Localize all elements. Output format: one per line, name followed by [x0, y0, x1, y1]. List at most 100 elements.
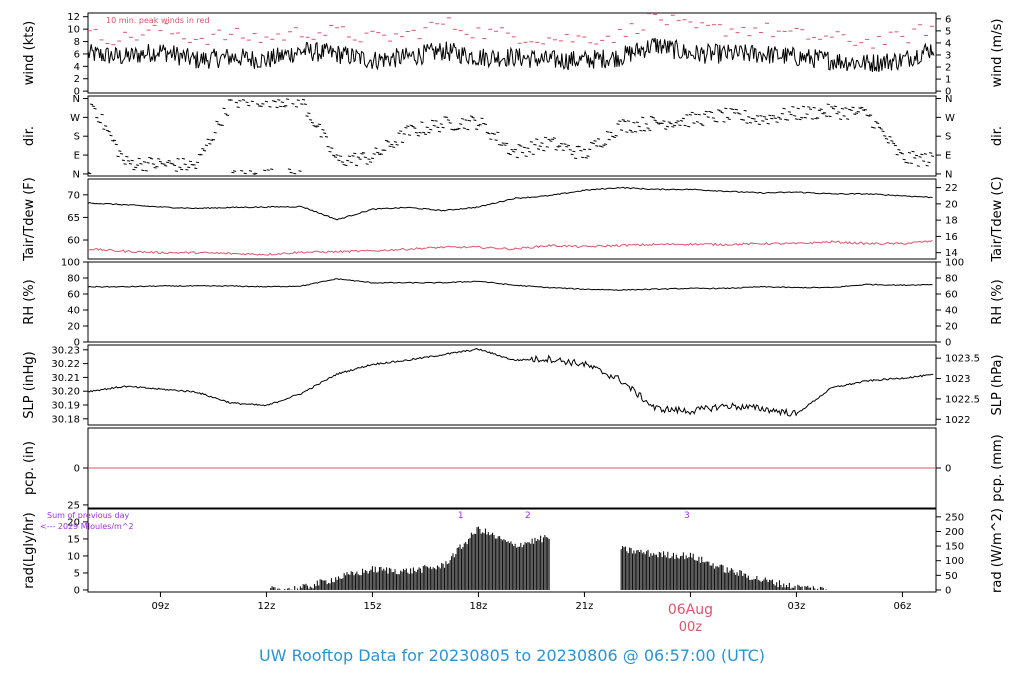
wind-dir-mark: [476, 124, 481, 127]
left-tick-label-wind: 12: [67, 12, 80, 23]
wind-dir-mark: [277, 99, 281, 101]
wind-dir-mark: [309, 119, 313, 121]
left-tick-label-slp: 30.21: [51, 373, 80, 384]
wind-dir-mark: [155, 165, 159, 168]
data-rad: [270, 526, 827, 590]
wind-dir-mark: [648, 129, 652, 132]
wind-dir-mark: [270, 168, 274, 170]
wind-dir-mark: [687, 125, 691, 128]
wind-dir-mark: [109, 134, 113, 137]
wind-dir-mark: [305, 115, 309, 117]
wind-dir-mark: [374, 147, 378, 149]
wind-dir-mark: [213, 131, 217, 134]
wind-dir-mark: [367, 158, 371, 160]
wind-dir-mark: [300, 103, 304, 105]
right-tick-label-rad: 250: [945, 512, 964, 523]
wind-dir-mark: [183, 163, 187, 166]
wind-dir-mark: [362, 152, 366, 154]
wind-dir-mark: [793, 115, 797, 117]
wind-dir-mark: [755, 115, 760, 117]
wind-dir-mark: [445, 116, 449, 118]
wind-dir-mark: [515, 156, 519, 159]
right-tick-label-dir: E: [945, 151, 951, 162]
wind-dir-mark: [441, 126, 445, 129]
wind-dir-mark: [430, 119, 435, 122]
wind-dir-mark: [794, 118, 799, 120]
wind-dir-mark: [771, 114, 776, 117]
left-tick-label-rh: 80: [67, 274, 80, 285]
right-tick-label-wind: 6: [945, 14, 951, 25]
wind-dir-mark: [519, 145, 523, 147]
wind-dir-mark: [475, 128, 479, 130]
wind-dir-mark: [107, 130, 111, 133]
wind-dir-mark: [512, 150, 516, 153]
wind-dir-mark: [400, 141, 405, 144]
wind-dir-mark: [897, 148, 901, 151]
wind-dir-mark: [759, 115, 763, 117]
right-tick-label-rad: 200: [945, 527, 964, 538]
wind-dir-mark: [407, 134, 412, 136]
wind-dir-mark: [234, 101, 238, 104]
wind-dir-mark: [386, 141, 390, 143]
wind-dir-mark: [294, 106, 299, 108]
x-axis-tick-label: 21z: [575, 601, 593, 612]
wind-dir-mark: [517, 143, 521, 146]
panel-frame-rad: [87, 508, 937, 593]
left-axis-label-slp: SLP (inHg): [22, 351, 37, 419]
wind-dir-mark: [812, 106, 816, 109]
wind-dir-mark: [195, 161, 200, 164]
wind-dir-mark: [429, 128, 433, 131]
wind-dir-mark: [702, 113, 707, 116]
wind-dir-mark: [392, 146, 396, 148]
wind-dir-mark: [181, 157, 185, 160]
wind-dir-mark: [377, 153, 382, 156]
left-tick-label-slp: 30.19: [51, 401, 80, 412]
wind-dir-mark: [877, 126, 882, 129]
wind-dir-mark: [153, 166, 157, 169]
wind-dir-mark: [114, 143, 118, 146]
wind-dir-mark: [623, 120, 627, 123]
wind-dir-mark: [770, 117, 774, 120]
wind-dir-mark: [372, 153, 376, 155]
right-tick-label-rad: 50: [945, 571, 958, 582]
wind-dir-mark: [278, 105, 283, 108]
wind-dir-mark: [913, 157, 917, 159]
wind-dir-mark: [128, 163, 132, 165]
wind-dir-mark: [743, 109, 747, 112]
wind-dir-mark: [146, 162, 150, 164]
wind-dir-mark: [842, 115, 846, 117]
wind-dir-mark: [554, 148, 558, 151]
wind-dir-mark: [766, 122, 770, 125]
wind-dir-mark: [460, 118, 465, 120]
wind-dir-mark: [851, 106, 855, 109]
right-tick-label-rad: 0: [945, 585, 951, 596]
wind-dir-mark: [141, 169, 145, 172]
wind-dir-mark: [323, 132, 327, 134]
wind-dir-mark: [778, 118, 783, 120]
wind-dir-mark: [607, 138, 611, 141]
x-axis-date-label: 06Aug: [668, 602, 713, 618]
wind-dir-mark: [671, 126, 675, 128]
wind-dir-mark: [259, 105, 263, 107]
wind-dir-mark: [210, 139, 214, 141]
wind-dir-mark: [480, 117, 484, 120]
right-tick-label-dir: W: [945, 113, 955, 124]
wind-dir-mark: [340, 161, 344, 163]
right-tick-label-wind: 4: [945, 38, 951, 49]
wind-dir-mark: [609, 131, 613, 134]
wind-dir-mark: [248, 170, 253, 172]
wind-dir-mark: [524, 155, 528, 157]
panel-frame-slp: [87, 344, 937, 426]
wind-dir-mark: [881, 130, 885, 133]
wind-dir-mark: [383, 149, 387, 151]
right-tick-label-temp: 16: [945, 232, 958, 243]
wind-dir-mark: [727, 118, 731, 121]
wind-dir-mark: [681, 117, 685, 120]
wind-dir-mark: [328, 150, 332, 153]
wind-dir-mark: [835, 112, 839, 115]
wind-dir-mark: [354, 164, 359, 167]
radiation-marker: 2: [525, 511, 531, 521]
wind-dir-mark: [225, 114, 230, 117]
wind-dir-mark: [720, 111, 724, 114]
wind-dir-mark: [384, 139, 389, 142]
